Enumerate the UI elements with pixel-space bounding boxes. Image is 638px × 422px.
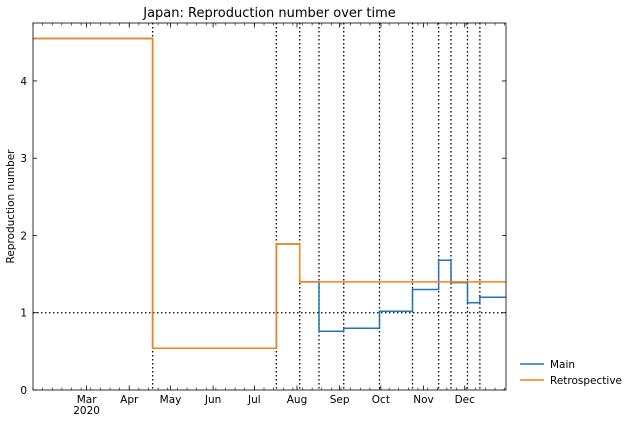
series-line-main [33,37,506,350]
x-tick-sublabel-year: 2020 [73,405,100,417]
x-tick-label-sep: Sep [330,394,350,406]
legend: Main Retrospective [520,359,622,387]
change-point-lines [151,23,481,390]
legend-label-main: Main [550,359,575,371]
legend-label-retrospective: Retrospective [550,375,622,387]
plot-frame [32,22,507,391]
y-axis-label: Reproduction number [5,149,17,264]
series-line-retrospective [33,37,506,350]
y-tick-label-0: 0 [20,385,27,397]
x-tick-label-dec: Dec [455,394,476,406]
x-tick-label-apr: Apr [120,394,139,406]
x-tick-label-nov: Nov [413,394,434,406]
y-tick-label-3: 3 [20,153,27,165]
x-tick-label-jul: Jul [247,394,261,406]
chart-title: Japan: Reproduction number over time [142,6,396,21]
x-tick-label-may: May [160,394,182,406]
series-lines [33,37,506,350]
x-tick-label-oct: Oct [372,394,390,406]
y-tick-label-4: 4 [20,76,27,88]
x-tick-label-mar: Mar [77,394,97,406]
y-tick-label-1: 1 [20,308,27,320]
y-tick-label-2: 2 [20,230,27,242]
x-tick-label-aug: Aug [287,394,308,406]
x-tick-label-jun: Jun [204,394,221,406]
